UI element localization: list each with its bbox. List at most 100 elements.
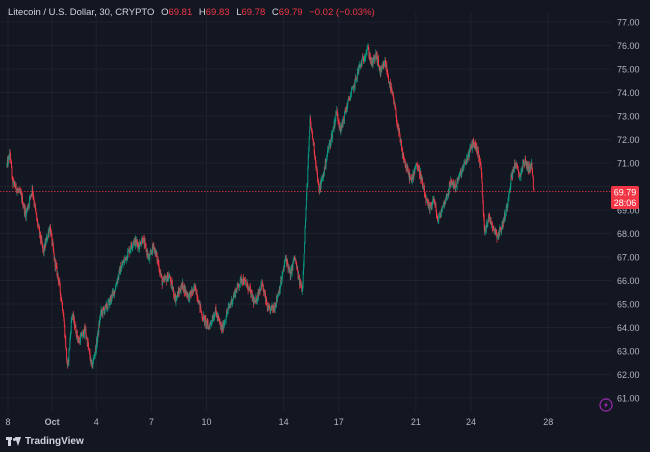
candle: [355, 74, 357, 80]
time-tick-label: 10: [201, 417, 211, 427]
candle: [451, 179, 453, 186]
candle-body: [122, 262, 124, 265]
candle-body: [13, 180, 15, 182]
candle-body: [147, 252, 149, 257]
candle-body: [212, 318, 214, 321]
candle-body: [272, 307, 274, 310]
candle-body: [532, 174, 534, 178]
candle: [90, 359, 92, 368]
time-axis[interactable]: 8 Oct 4 7 10 14 17 21 24 28: [5, 417, 553, 427]
candle-body: [169, 277, 170, 279]
candle: [200, 310, 202, 313]
candle: [75, 329, 77, 338]
candle-body: [435, 209, 437, 216]
candle: [438, 213, 440, 224]
candle: [468, 150, 470, 156]
candle-body: [325, 162, 327, 166]
candle-body: [407, 167, 408, 171]
candle: [323, 172, 325, 177]
candle: [248, 287, 250, 292]
candle-body: [456, 184, 458, 187]
candle: [228, 302, 230, 310]
candle-body: [373, 57, 374, 60]
candle-body: [402, 155, 404, 157]
candle-body: [180, 291, 181, 293]
candle-body: [350, 90, 352, 95]
candle-body: [328, 143, 330, 147]
candle-body: [226, 312, 228, 314]
candle-body: [480, 165, 482, 168]
candle: [301, 285, 303, 293]
time-tick-label: Oct: [45, 417, 60, 427]
candle: [482, 200, 484, 217]
candle: [157, 256, 159, 267]
candle: [24, 204, 26, 214]
candle-body: [327, 149, 329, 150]
candle: [367, 45, 368, 51]
price-tag-value: 69.79: [614, 188, 637, 198]
candle-body: [7, 157, 9, 165]
candle-body: [471, 144, 473, 150]
candle-body: [255, 297, 257, 303]
candle: [441, 205, 443, 211]
candle-body: [51, 241, 53, 244]
candle-body: [177, 290, 179, 298]
candle-body: [401, 143, 402, 148]
candle-body: [174, 295, 176, 300]
candle-body: [523, 163, 525, 164]
candle: [452, 181, 454, 186]
candle-body: [270, 307, 272, 313]
candle-body: [509, 185, 511, 189]
candle-body: [464, 160, 466, 163]
candle: [286, 258, 288, 268]
candle-body: [178, 290, 180, 293]
candle-body: [355, 76, 357, 80]
candle: [136, 238, 138, 247]
candle: [68, 348, 70, 366]
candle-body: [47, 231, 49, 235]
candle: [532, 176, 534, 189]
price-axis[interactable]: 61.0062.0063.0064.0065.0066.0067.0068.00…: [617, 18, 640, 404]
candle-body: [151, 252, 153, 254]
candle-body: [422, 179, 424, 188]
candle: [336, 106, 338, 116]
candle: [261, 278, 263, 287]
candle-body: [130, 243, 132, 250]
candle: [482, 194, 484, 204]
candle-body: [258, 292, 260, 294]
candle-body: [322, 176, 324, 178]
candle: [140, 242, 142, 248]
candle-body: [331, 134, 333, 138]
candle-body: [15, 183, 17, 188]
symbol-name[interactable]: Litecoin / U.S. Dollar, 30, CRYPTO: [8, 7, 155, 18]
candle-body: [123, 260, 125, 263]
candle: [93, 354, 95, 359]
candle-body: [129, 251, 131, 254]
candle-body: [151, 252, 153, 254]
candle: [329, 139, 331, 150]
candle-body: [394, 104, 396, 109]
candle: [333, 128, 334, 131]
candle-body: [295, 259, 297, 264]
candle-body: [79, 339, 80, 343]
candle-body: [176, 293, 178, 297]
candle: [139, 240, 141, 243]
candle: [85, 333, 87, 339]
lightning-icon[interactable]: [599, 398, 613, 412]
candle: [314, 150, 316, 160]
candle: [331, 134, 333, 140]
candle-body: [469, 146, 471, 150]
candle: [180, 285, 182, 295]
candle: [492, 227, 494, 233]
candle: [58, 279, 60, 283]
candle: [467, 152, 469, 162]
tradingview-brand[interactable]: TradingView: [6, 436, 84, 447]
candle-body: [468, 152, 470, 158]
candle: [119, 266, 121, 275]
candle: [443, 200, 445, 206]
candle: [470, 144, 472, 149]
candle-body: [365, 53, 367, 55]
candle: [116, 277, 118, 287]
